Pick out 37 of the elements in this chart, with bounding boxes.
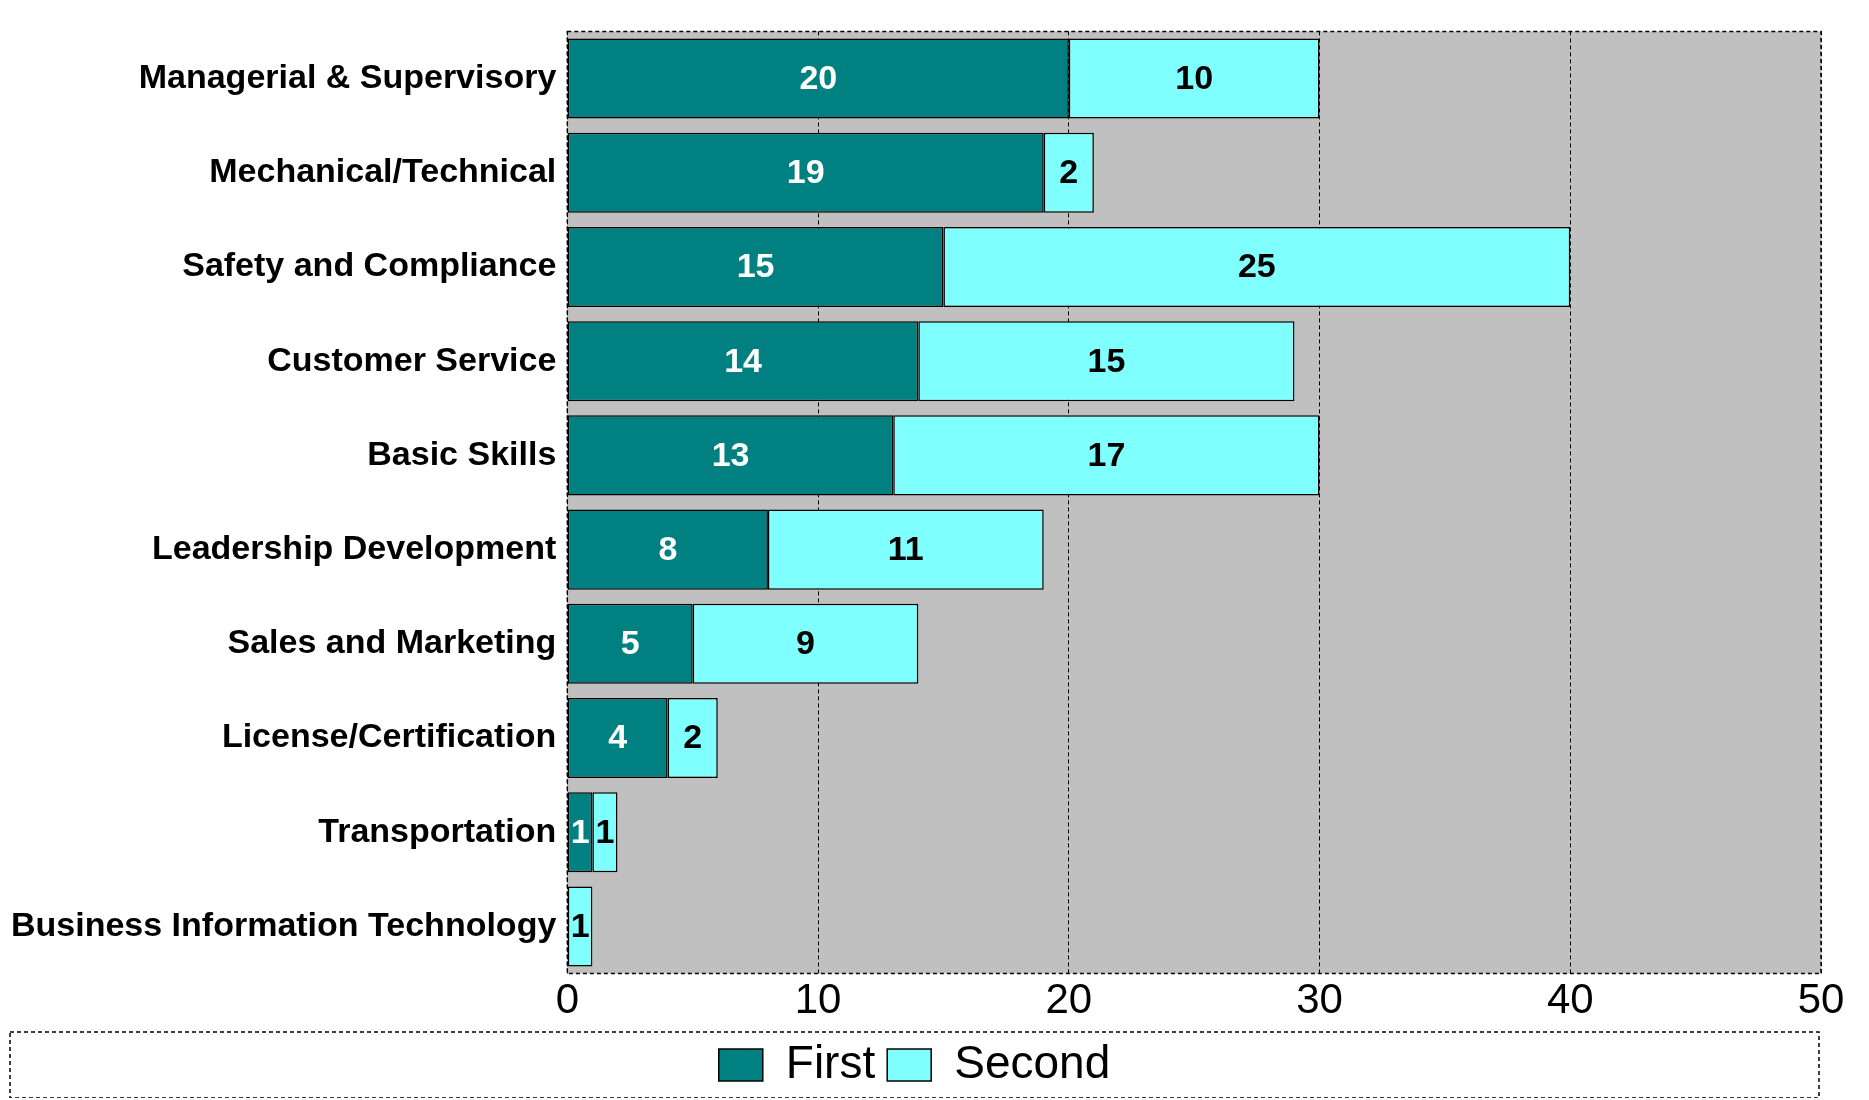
x-tick-label: 40 xyxy=(1546,975,1594,1023)
data-label: 15 xyxy=(1087,340,1126,379)
y-tick-label: Managerial & Supervisory xyxy=(138,56,557,95)
data-label: 5 xyxy=(620,623,640,662)
legend-label: First xyxy=(785,1035,876,1088)
data-label: 8 xyxy=(658,528,678,567)
data-label: 2 xyxy=(1059,152,1079,191)
data-label: 1 xyxy=(595,811,615,850)
y-tick-label: Business Information Technology xyxy=(11,904,557,943)
data-label: 1 xyxy=(570,811,590,850)
x-tick-label: 50 xyxy=(1797,975,1845,1023)
data-label: 10 xyxy=(1175,57,1214,96)
x-tick-label: 20 xyxy=(1045,975,1093,1023)
data-label: 9 xyxy=(796,623,815,662)
y-tick-label: Safety and Compliance xyxy=(182,245,557,284)
data-label: 20 xyxy=(799,57,838,96)
y-tick-label: Transportation xyxy=(318,810,557,849)
data-label: 2 xyxy=(683,717,703,756)
x-tick-label: 10 xyxy=(794,975,842,1023)
y-tick-label: Mechanical/Technical xyxy=(209,151,557,190)
data-label: 19 xyxy=(786,152,825,191)
legend-label: Second xyxy=(954,1035,1111,1088)
y-tick-label: Leadership Development xyxy=(151,527,557,566)
data-label: 1 xyxy=(570,905,590,944)
y-tick-label: Customer Service xyxy=(267,339,557,378)
x-tick-label: 0 xyxy=(555,975,579,1023)
data-label: 17 xyxy=(1087,434,1126,473)
x-tick-label: 30 xyxy=(1296,975,1343,1023)
data-label: 25 xyxy=(1237,246,1276,285)
data-label: 11 xyxy=(887,528,924,567)
data-label: 14 xyxy=(724,340,763,379)
y-tick-label: Sales and Marketing xyxy=(227,622,557,661)
data-label: 15 xyxy=(736,246,775,285)
data-label: 13 xyxy=(711,434,750,473)
y-tick-label: License/Certification xyxy=(221,716,557,755)
data-label: 4 xyxy=(608,717,628,756)
y-tick-label: Basic Skills xyxy=(367,433,557,472)
